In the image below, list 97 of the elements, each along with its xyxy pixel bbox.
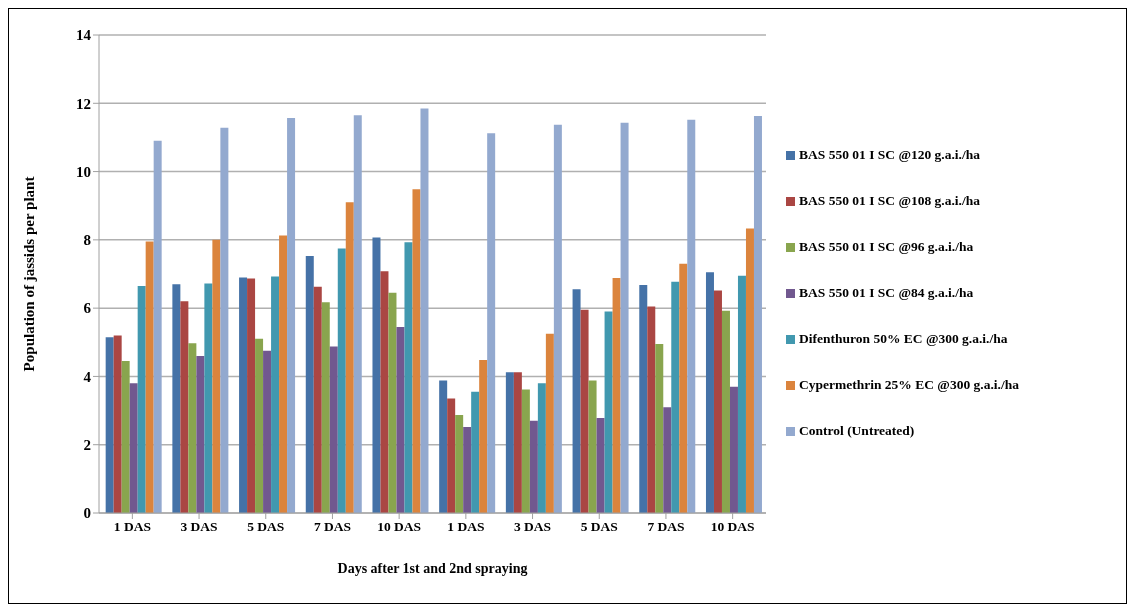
y-tick-label: 2	[83, 437, 91, 454]
bar	[513, 372, 522, 513]
bar	[153, 140, 162, 513]
bar	[188, 343, 197, 513]
x-tick-label: 5 DAS	[247, 518, 285, 534]
bar	[572, 289, 581, 513]
y-tick-label: 10	[76, 163, 91, 180]
bar	[121, 361, 130, 513]
bar	[220, 127, 229, 513]
bar	[329, 346, 338, 513]
bar	[553, 124, 562, 513]
bar	[604, 311, 613, 513]
bar	[396, 326, 405, 513]
x-axis-title: Days after 1st and 2nd spraying	[337, 561, 528, 576]
bar	[172, 284, 181, 513]
bar	[479, 360, 488, 513]
y-axis-title: Population of jassids per plant	[21, 176, 38, 372]
bar	[305, 255, 314, 513]
bar	[212, 239, 221, 513]
y-tick-label: 4	[83, 368, 92, 385]
bar	[145, 241, 154, 513]
bar	[588, 380, 597, 513]
legend-label: BAS 550 01 I SC @84 g.a.i./ha	[799, 285, 974, 300]
x-tick-label: 10 DAS	[377, 518, 422, 534]
bar	[420, 108, 429, 513]
legend-label: BAS 550 01 I SC @96 g.a.i./ha	[799, 239, 974, 254]
bar	[505, 372, 514, 513]
y-tick-label: 14	[76, 27, 92, 44]
bar	[521, 389, 530, 513]
bar	[447, 398, 456, 513]
bar	[671, 281, 680, 513]
bar	[255, 338, 264, 513]
x-tick-label: 3 DAS	[513, 518, 552, 534]
bar	[705, 272, 714, 513]
bar	[204, 283, 213, 513]
bar	[380, 271, 389, 513]
bar	[247, 278, 256, 513]
x-tick-label: 7 DAS	[647, 518, 685, 534]
bar	[737, 275, 746, 513]
legend-label: BAS 550 01 I SC @120 g.a.i./ha	[799, 147, 980, 162]
x-tick-label: 5 DAS	[580, 518, 618, 534]
bar	[180, 301, 189, 513]
bar	[372, 237, 381, 513]
bar	[388, 292, 397, 513]
legend-label: Difenthuron 50% EC @300 g.a.i./ha	[799, 331, 1008, 346]
bar	[137, 285, 146, 513]
y-tick-label: 8	[83, 232, 91, 249]
bar	[745, 228, 754, 513]
bar	[313, 286, 322, 513]
x-tick-label: 10 DAS	[710, 518, 755, 534]
bar	[439, 380, 448, 513]
bar	[620, 122, 629, 513]
bar	[545, 333, 554, 513]
x-tick-label: 7 DAS	[313, 518, 352, 534]
bar	[663, 407, 672, 513]
bar	[687, 119, 696, 513]
legend-label: Cypermethrin 25% EC @300 g.a.i./ha	[799, 377, 1019, 392]
bar	[337, 248, 346, 513]
x-tick-label: 1 DAS	[447, 518, 485, 534]
bar	[263, 350, 272, 513]
bar	[713, 290, 722, 513]
bar	[487, 133, 496, 513]
bar	[679, 263, 688, 513]
bar	[239, 277, 248, 513]
bar	[647, 306, 656, 513]
bar	[404, 242, 413, 513]
bar	[753, 115, 762, 513]
bar	[639, 284, 648, 513]
legend-label: BAS 550 01 I SC @108 g.a.i./ha	[799, 193, 980, 208]
bar	[729, 386, 738, 513]
bar	[596, 418, 605, 513]
y-tick-label: 12	[76, 95, 91, 112]
bar	[721, 310, 730, 513]
bar	[529, 420, 538, 513]
bar	[287, 117, 296, 513]
y-tick-label: 0	[83, 505, 91, 522]
bar	[612, 278, 621, 513]
bar	[345, 202, 354, 513]
bar	[353, 115, 362, 513]
bar	[196, 355, 205, 513]
legend-label: Control (Untreated)	[799, 423, 915, 438]
bar	[580, 309, 589, 513]
bar	[271, 276, 280, 513]
bar	[455, 415, 464, 513]
bar	[463, 426, 472, 513]
x-tick-label: 1 DAS	[113, 518, 151, 534]
bar	[471, 391, 480, 513]
bar	[655, 343, 664, 513]
bar	[412, 189, 421, 513]
x-tick-label: 3 DAS	[180, 518, 218, 534]
y-tick-label: 6	[83, 300, 92, 317]
bar	[279, 235, 288, 513]
bar	[537, 383, 546, 513]
bar	[105, 337, 114, 513]
bar	[321, 302, 330, 513]
bar	[129, 383, 138, 513]
bar	[113, 335, 122, 513]
